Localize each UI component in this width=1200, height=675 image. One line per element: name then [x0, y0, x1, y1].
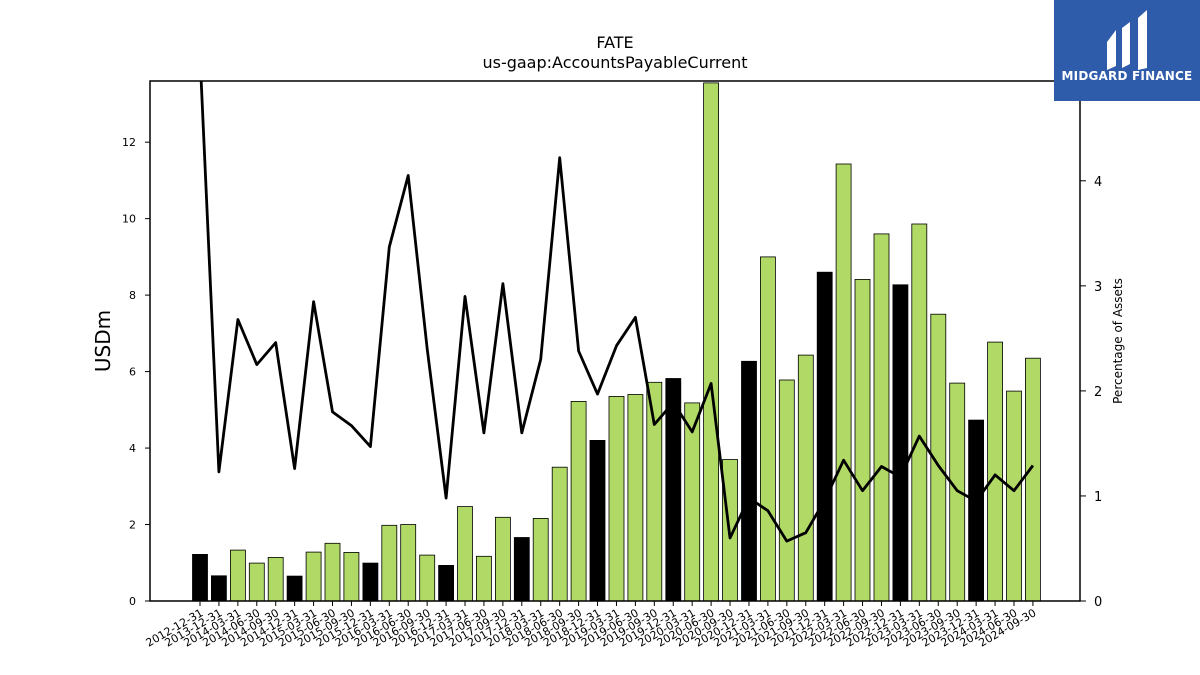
bar-2017-06-30	[475, 555, 492, 602]
y-axis-label: USDm	[91, 310, 115, 372]
bar-2020-12-31	[741, 360, 757, 602]
line-layer	[199, 81, 1035, 543]
bar-2016-06-30	[400, 524, 417, 602]
bar-2021-12-31	[816, 271, 833, 602]
bar-2016-09-30	[419, 554, 436, 602]
bar-2018-06-30	[551, 466, 568, 602]
bar-2018-09-30	[570, 400, 587, 602]
bar-2012-12-31	[192, 554, 208, 602]
midgard-m-logo-icon	[1107, 10, 1147, 70]
y2-tick-label: 4	[1094, 175, 1102, 190]
y2-tick-label: 2	[1094, 385, 1102, 400]
y2-tick-label: 0	[1094, 595, 1102, 610]
bar-2014-03-31	[229, 549, 246, 602]
bar-2021-03-31	[760, 256, 776, 602]
bar-2024-03-31	[987, 341, 1003, 602]
bar-2023-03-31	[911, 223, 928, 602]
line-percentage-of-assets	[199, 81, 1035, 543]
bar-2017-09-30	[494, 516, 511, 602]
bar-2015-12-31	[362, 562, 379, 602]
bar-2015-06-30	[324, 542, 341, 602]
y-tick-label: 2	[129, 519, 136, 532]
x-axis: 2012-12-312013-12-312014-03-312014-06-30…	[144, 601, 1038, 650]
bar-2017-12-31	[513, 537, 530, 602]
y2-tick-label: 3	[1094, 280, 1102, 295]
bar-2019-06-30	[627, 394, 644, 602]
y-axis-left: 0 2 4 6 8 10 12	[122, 136, 150, 608]
brand-logo: MIDGARD FINANCE	[1054, 0, 1200, 101]
y-tick-label: 6	[129, 366, 136, 379]
bar-2018-12-31	[589, 439, 606, 602]
y2-tick-label: 1	[1094, 490, 1102, 505]
bar-2021-09-30	[797, 354, 814, 602]
plot-frame	[149, 80, 1081, 602]
y-tick-label: 0	[129, 595, 136, 608]
bar-2015-09-30	[343, 552, 360, 602]
y-tick-label: 12	[122, 136, 136, 149]
chart-title: FATE	[596, 33, 633, 52]
bar-2022-09-30	[873, 233, 890, 602]
bar-2022-03-31	[835, 163, 852, 602]
bar-2014-09-30	[267, 557, 284, 602]
y-tick-label: 8	[129, 289, 136, 302]
y2-axis-label: Percentage of Assets	[1111, 278, 1125, 404]
bar-2015-03-31	[305, 551, 322, 602]
bar-2023-12-31	[968, 419, 984, 602]
y-tick-label: 4	[129, 442, 136, 455]
bar-2017-03-31	[457, 506, 473, 602]
brand-name: MIDGARD FINANCE	[1061, 69, 1193, 83]
bar-2013-12-31	[210, 575, 227, 602]
bar-2024-09-30	[1025, 357, 1041, 602]
bar-2019-03-31	[608, 395, 625, 602]
bar-2022-12-31	[892, 284, 909, 602]
bar-2016-12-31	[438, 565, 455, 602]
y-axis-right: 0 1 2 3 4	[1080, 175, 1102, 610]
bar-2014-12-31	[286, 575, 303, 602]
bar-2018-03-31	[532, 518, 549, 602]
bar-2021-06-30	[778, 379, 795, 602]
bar-2022-06-30	[854, 278, 871, 602]
bar-2020-06-30	[703, 82, 719, 602]
bar-2016-03-31	[381, 524, 398, 602]
y-tick-label: 10	[122, 213, 136, 226]
bar-2024-06-30	[1006, 390, 1022, 602]
bar-2014-06-30	[248, 562, 265, 602]
chart-subtitle: us-gaap:AccountsPayableCurrent	[482, 53, 747, 72]
bar-2019-09-30	[646, 381, 663, 602]
bars-layer	[192, 82, 1041, 602]
